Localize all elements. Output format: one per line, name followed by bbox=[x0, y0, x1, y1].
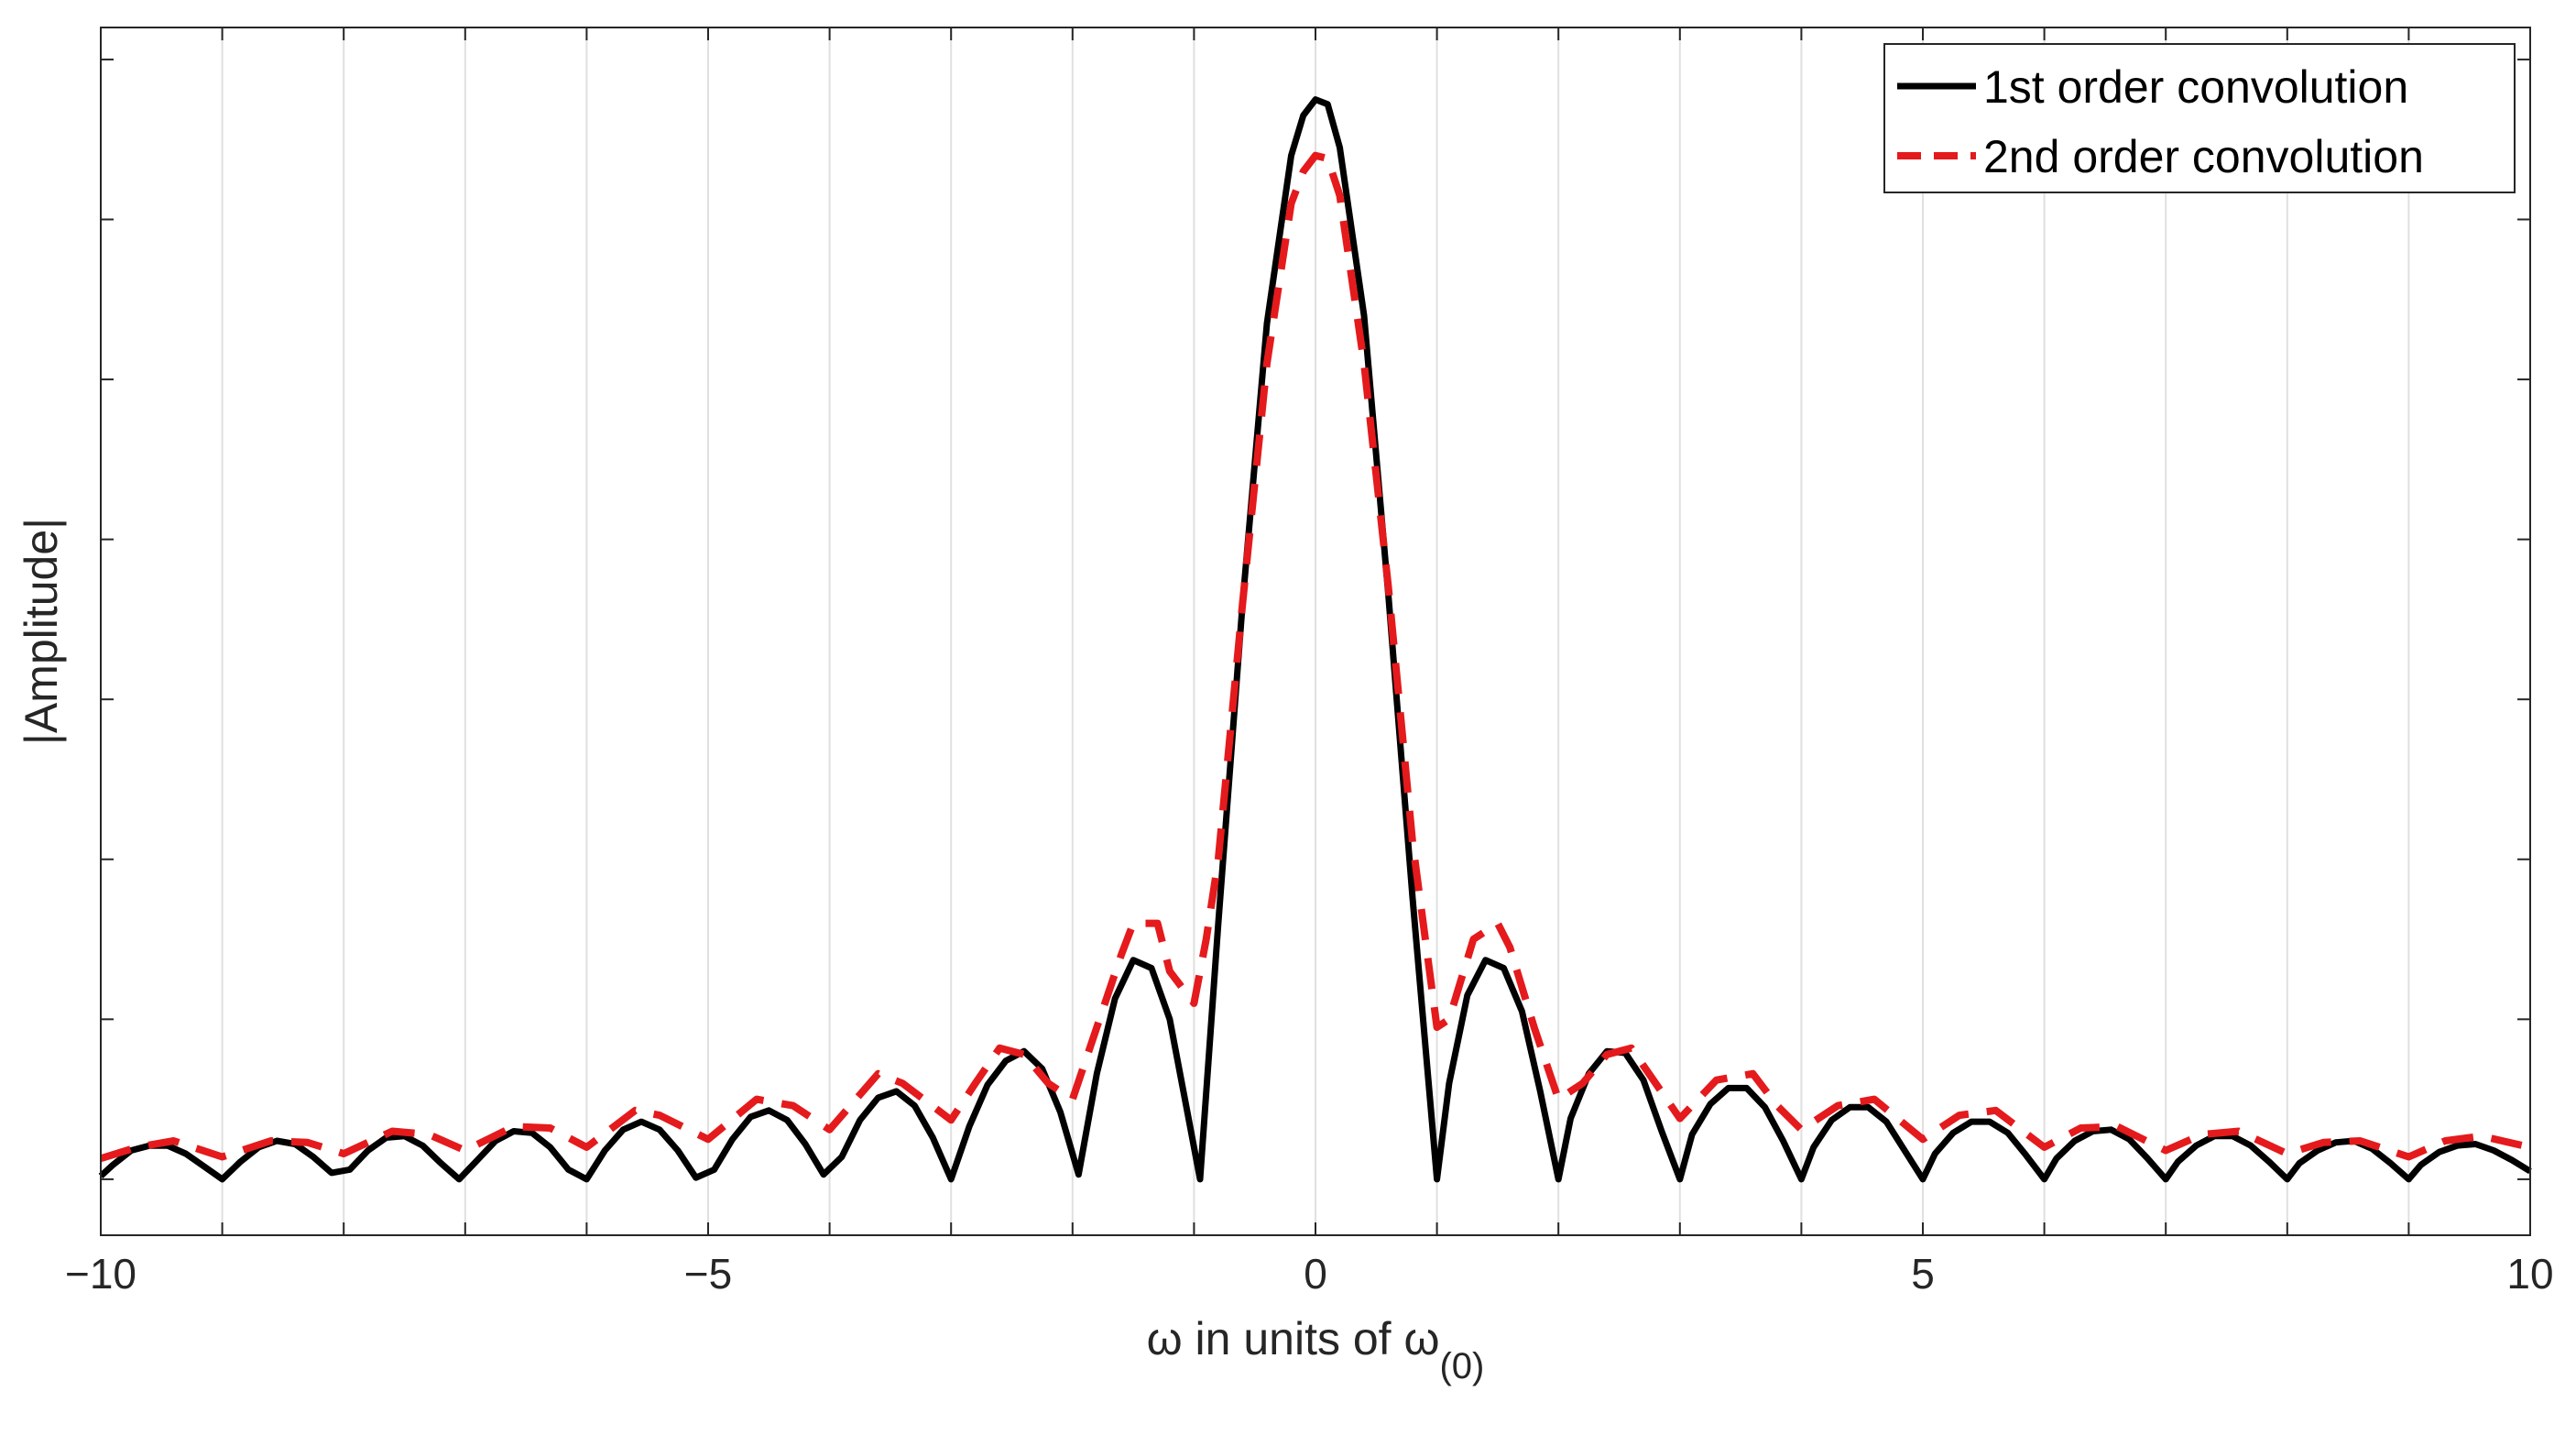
series-layer bbox=[98, 96, 2532, 1183]
x-tick-label: −10 bbox=[65, 1250, 136, 1298]
x-axis-label-main: ω in units of ω bbox=[1147, 1313, 1440, 1364]
grid bbox=[100, 27, 2531, 1235]
y-axis-label: |Amplitude| bbox=[16, 518, 67, 745]
legend-entry-2nd-order: 2nd order convolution bbox=[1983, 131, 2424, 182]
legend: 1st order convolution 2nd order convolut… bbox=[1883, 43, 2516, 193]
legend-entry-1st-order: 1st order convolution bbox=[1983, 61, 2408, 113]
series-2nd-order-line bbox=[99, 151, 2531, 1163]
x-axis-label: ω in units of ω(0) bbox=[1147, 1313, 1485, 1386]
x-tick-label: 0 bbox=[1304, 1250, 1327, 1298]
series-1st-order-line bbox=[98, 96, 2532, 1183]
x-tick-label: −5 bbox=[684, 1250, 732, 1298]
ticks: −10 −5 0 5 10 bbox=[65, 27, 2554, 1298]
x-tick-label: 5 bbox=[1911, 1250, 1935, 1298]
x-axis-label-subscript: (0) bbox=[1439, 1346, 1484, 1386]
legend-box bbox=[1883, 43, 2516, 193]
x-tick-label: 10 bbox=[2506, 1250, 2553, 1298]
